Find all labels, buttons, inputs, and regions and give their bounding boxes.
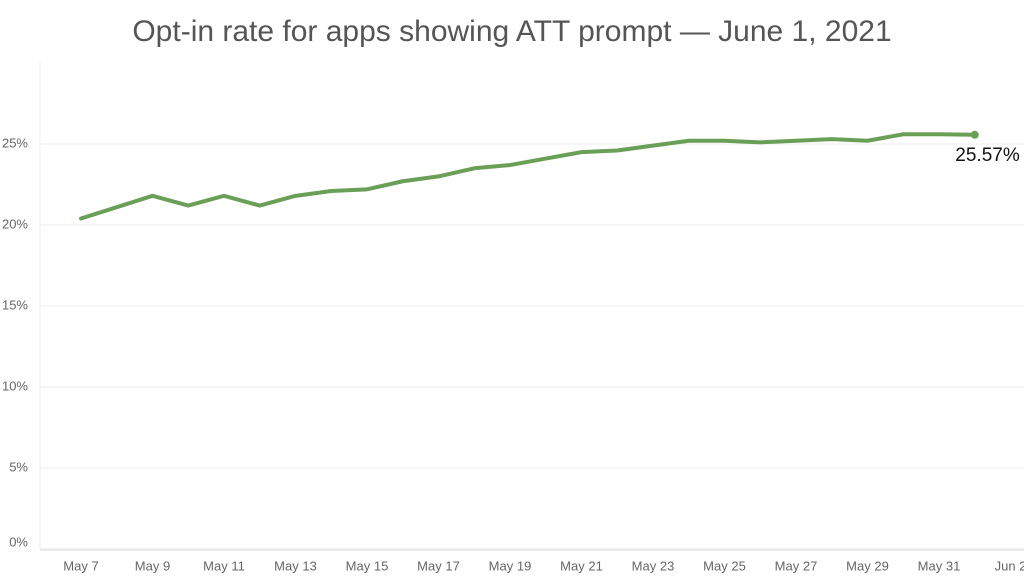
value-label: 25.57%: [955, 145, 1020, 166]
x-tick-label: May 9: [135, 558, 170, 573]
x-tick-label: May 19: [489, 558, 532, 573]
x-tick-label: May 7: [63, 558, 98, 573]
y-tick-label: 10%: [2, 378, 28, 393]
x-tick-label: May 13: [274, 558, 317, 573]
chart-title: Opt-in rate for apps showing ATT prompt …: [132, 15, 891, 48]
x-tick-label: May 27: [775, 558, 818, 573]
x-tick-label: May 15: [346, 558, 389, 573]
y-tick-label: 0%: [9, 534, 28, 549]
x-tick-label: May 23: [632, 558, 675, 573]
x-tick-label: May 29: [846, 558, 889, 573]
x-tick-label: May 31: [918, 558, 961, 573]
end-point: [970, 130, 979, 139]
x-tick-label: Jun 2: [995, 558, 1024, 573]
y-tick-label: 15%: [2, 297, 28, 312]
x-tick-label: May 21: [560, 558, 603, 573]
line: [79, 132, 977, 221]
y-tick-label: 20%: [2, 216, 28, 231]
x-tick-label: May 25: [703, 558, 746, 573]
x-tick-label: May 11: [203, 558, 245, 573]
y-tick-label: 25%: [2, 135, 28, 150]
y-tick-label: 5%: [9, 459, 28, 474]
x-tick-label: May 17: [417, 558, 460, 573]
